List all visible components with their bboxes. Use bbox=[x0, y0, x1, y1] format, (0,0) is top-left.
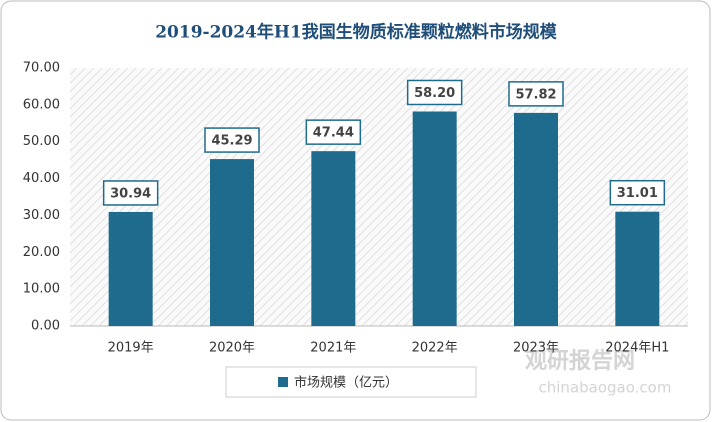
x-tick-label: 2021年 bbox=[310, 341, 356, 356]
bar bbox=[615, 211, 660, 326]
value-label: 31.01 bbox=[617, 186, 658, 201]
value-label-box bbox=[204, 127, 260, 153]
y-tick-label: 0.00 bbox=[31, 319, 60, 334]
y-tick-label: 30.00 bbox=[23, 208, 60, 223]
x-tick-label: 2019年 bbox=[108, 341, 154, 356]
value-label-box bbox=[609, 179, 666, 206]
watermark-url: chinabaogao.com bbox=[539, 379, 672, 397]
value-label: 30.94 bbox=[110, 186, 151, 201]
x-tick-label: 2024年H1 bbox=[605, 341, 669, 356]
y-tick-label: 60.00 bbox=[23, 97, 60, 112]
value-label: 58.20 bbox=[414, 86, 455, 101]
bar bbox=[412, 111, 457, 327]
value-label-box bbox=[102, 180, 159, 206]
y-tick-label: 20.00 bbox=[23, 245, 60, 260]
bar bbox=[108, 211, 153, 326]
value-label-box bbox=[305, 119, 362, 145]
bar bbox=[311, 151, 356, 326]
x-tick-label: 2023年 bbox=[513, 341, 559, 356]
legend-label: 市场规模（亿元） bbox=[294, 375, 398, 391]
bar bbox=[210, 159, 254, 326]
value-label: 45.29 bbox=[211, 134, 252, 149]
plot-area bbox=[70, 68, 688, 326]
x-tick-label: 2022年 bbox=[412, 341, 458, 356]
bar bbox=[514, 112, 558, 326]
x-tick-label: 2020年 bbox=[209, 341, 255, 356]
legend-box bbox=[225, 366, 477, 398]
value-label: 47.44 bbox=[313, 126, 354, 141]
watermark-name: 观研报告网 bbox=[525, 349, 635, 374]
value-label-box bbox=[508, 81, 564, 107]
value-label: 57.82 bbox=[515, 87, 556, 102]
y-tick-label: 10.00 bbox=[23, 282, 60, 297]
y-tick-label: 70.00 bbox=[23, 61, 60, 76]
legend-swatch bbox=[278, 377, 288, 387]
chart-title: 2019-2024年H1我国生物质标准颗粒燃料市场规模 bbox=[155, 22, 558, 43]
value-label-box bbox=[406, 79, 463, 106]
y-tick-label: 50.00 bbox=[23, 134, 60, 149]
y-tick-label: 40.00 bbox=[23, 171, 60, 186]
